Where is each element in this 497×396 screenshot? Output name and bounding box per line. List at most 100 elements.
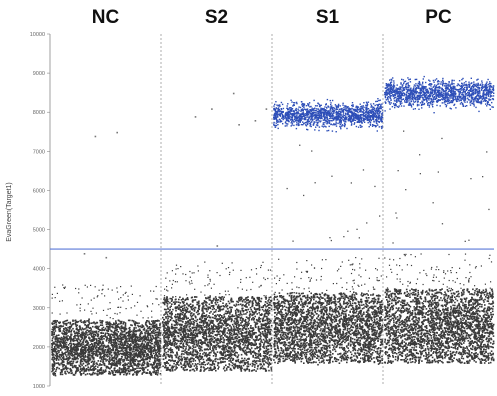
droplet-point bbox=[225, 306, 228, 308]
droplet-point bbox=[124, 292, 126, 294]
droplet-point bbox=[247, 324, 249, 326]
droplet-point bbox=[215, 369, 217, 372]
droplet-point bbox=[153, 370, 156, 372]
droplet-point bbox=[76, 344, 78, 347]
droplet-point bbox=[160, 347, 162, 350]
droplet-point bbox=[107, 326, 109, 328]
droplet-point bbox=[206, 359, 208, 362]
droplet-point bbox=[231, 328, 233, 331]
droplet-point bbox=[232, 328, 235, 331]
droplet-point bbox=[206, 326, 208, 329]
droplet-point bbox=[74, 356, 76, 358]
droplet-point bbox=[255, 352, 258, 355]
droplet-point bbox=[181, 309, 184, 312]
droplet-point bbox=[55, 352, 58, 354]
droplet-point bbox=[254, 354, 257, 357]
droplet-point bbox=[70, 333, 72, 336]
droplet-point bbox=[208, 367, 211, 370]
droplet-point bbox=[236, 322, 239, 325]
droplet-point bbox=[130, 362, 132, 364]
droplet-point bbox=[93, 342, 95, 345]
droplet-point bbox=[94, 341, 97, 344]
droplet-point bbox=[192, 301, 194, 303]
droplet-point bbox=[151, 310, 153, 312]
droplet-point bbox=[185, 369, 188, 371]
droplet-point bbox=[159, 346, 161, 348]
droplet-point bbox=[131, 339, 133, 342]
droplet-point bbox=[61, 360, 64, 362]
droplet-point bbox=[124, 353, 127, 355]
droplet-point bbox=[112, 318, 114, 320]
droplet-point bbox=[92, 358, 95, 360]
droplet-point bbox=[199, 352, 201, 355]
droplet-point bbox=[134, 368, 137, 370]
droplet-point bbox=[175, 319, 177, 321]
droplet-point bbox=[157, 336, 160, 339]
droplet-point bbox=[99, 321, 102, 324]
droplet-point bbox=[262, 332, 264, 335]
droplet-point bbox=[131, 358, 133, 360]
droplet-point bbox=[113, 369, 116, 372]
droplet-point bbox=[66, 357, 68, 360]
droplet-point bbox=[268, 338, 271, 341]
droplet-point bbox=[143, 347, 146, 350]
droplet-point bbox=[92, 347, 94, 350]
droplet-point bbox=[73, 330, 75, 332]
droplet-point bbox=[108, 358, 111, 360]
droplet-point bbox=[54, 374, 57, 377]
droplet-point bbox=[225, 310, 227, 312]
droplet-point bbox=[78, 338, 80, 341]
droplet-point bbox=[95, 362, 98, 364]
droplet-point bbox=[159, 333, 162, 335]
droplet-point bbox=[124, 344, 127, 346]
droplet-point bbox=[111, 364, 113, 367]
droplet-point bbox=[63, 363, 65, 366]
droplet-point bbox=[126, 357, 129, 360]
droplet-point bbox=[90, 355, 93, 357]
droplet-point bbox=[127, 359, 130, 361]
droplet-point bbox=[129, 363, 131, 365]
droplet-point bbox=[121, 370, 123, 373]
droplet-point bbox=[258, 360, 260, 362]
droplet-point bbox=[247, 308, 250, 311]
droplet-point bbox=[259, 321, 261, 323]
droplet-point bbox=[58, 359, 60, 361]
droplet-point bbox=[87, 351, 90, 353]
droplet-point bbox=[236, 366, 239, 368]
droplet-point bbox=[209, 307, 211, 309]
droplet-point bbox=[154, 326, 157, 329]
droplet-point bbox=[146, 364, 149, 366]
droplet-point bbox=[79, 320, 81, 322]
droplet-point bbox=[93, 333, 95, 335]
droplet-point bbox=[114, 373, 117, 376]
droplet-point bbox=[128, 330, 131, 332]
droplet-point bbox=[102, 361, 104, 363]
droplet-point bbox=[169, 364, 171, 366]
droplet-point bbox=[117, 335, 119, 338]
droplet-point bbox=[128, 332, 131, 335]
droplet-point bbox=[74, 343, 76, 346]
droplet-point bbox=[96, 372, 98, 375]
droplet-point bbox=[266, 302, 268, 305]
droplet-point bbox=[146, 332, 148, 334]
droplet-point bbox=[92, 362, 95, 364]
droplet-point bbox=[68, 357, 70, 359]
droplet-point bbox=[164, 336, 167, 339]
droplet-point bbox=[185, 321, 187, 323]
droplet-point bbox=[59, 321, 61, 324]
droplet-point bbox=[127, 362, 130, 364]
droplet-point bbox=[216, 326, 218, 328]
droplet-point bbox=[157, 364, 160, 366]
droplet-point bbox=[166, 342, 169, 344]
droplet-point bbox=[251, 303, 254, 306]
droplet-point bbox=[208, 352, 211, 354]
droplet-point bbox=[195, 296, 198, 298]
droplet-point bbox=[237, 356, 239, 358]
droplet-point bbox=[151, 366, 154, 369]
droplet-point bbox=[181, 350, 183, 353]
droplet-point bbox=[209, 323, 211, 325]
droplet-point bbox=[155, 370, 158, 372]
droplet-point bbox=[55, 368, 58, 371]
droplet-point bbox=[56, 354, 59, 357]
droplet-point bbox=[224, 358, 227, 360]
